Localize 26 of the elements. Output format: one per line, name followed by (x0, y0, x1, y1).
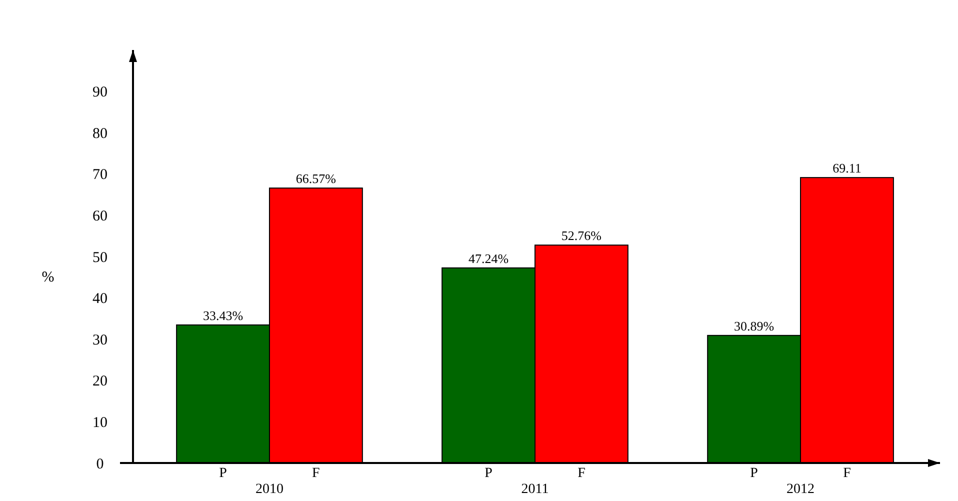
x-tick-label: 2012 (786, 482, 815, 497)
y-tick-label: 0 (96, 456, 104, 472)
data-label: 52.76% (561, 228, 602, 244)
y-tick-label: 10 (92, 414, 108, 431)
y-tick-label: 50 (92, 250, 108, 266)
data-label: 47.24% (468, 250, 509, 266)
y-tick-label: 80 (92, 126, 108, 142)
text: F (843, 466, 851, 481)
data-label: 66.57% (296, 171, 336, 186)
data-label: 69.11 (832, 160, 862, 176)
y-tick-label: 30 (92, 332, 108, 348)
y-tick-label: 40 (92, 291, 108, 308)
y-tick-label: 70 (92, 167, 108, 184)
data-label: 33.43% (202, 308, 244, 323)
y-axis-title: % (42, 270, 54, 286)
data-label: 30.89% (734, 318, 774, 334)
text: P (750, 466, 758, 481)
x-tick-label: 2011 (521, 482, 549, 497)
series-label: P (219, 466, 228, 481)
y-tick-label: 60 (92, 208, 108, 224)
y-tick-label: 20 (92, 374, 108, 390)
x-tick-label: 2010 (255, 482, 284, 497)
series-label: F (312, 466, 320, 481)
text: F (578, 466, 586, 481)
y-tick-label: 90 (92, 84, 108, 101)
text: P (484, 466, 492, 481)
